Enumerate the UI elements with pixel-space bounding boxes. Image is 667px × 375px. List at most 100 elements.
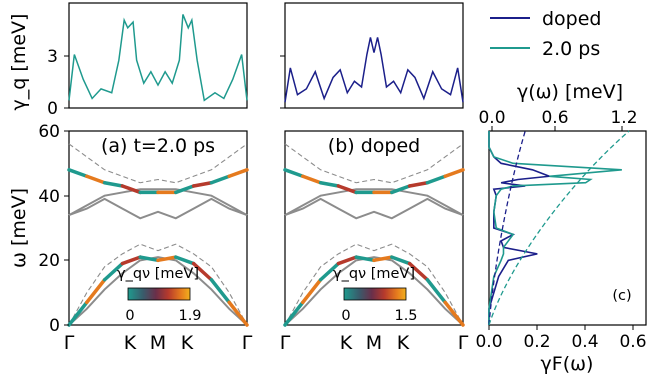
legend: doped 2.0 ps (490, 8, 602, 60)
xtick-label: K (397, 332, 410, 354)
axes-frame (284, 2, 464, 109)
top-axis-label: γ(ω) [meV] (517, 81, 623, 103)
colorbar-min: 0 (125, 308, 134, 324)
band-line (68, 188, 248, 216)
xticks-b: Γ K M K Γ (280, 332, 469, 354)
band-coupling-segment (102, 180, 125, 188)
axes-frame (68, 130, 248, 326)
xtick-label: Γ (64, 332, 75, 354)
panel-c-spectral: γ(ω) [meV] 0.0 0.6 1.2 (c) 0.0 0.2 0.4 0… (475, 81, 647, 375)
cumulative-line (488, 130, 630, 326)
phonon-bands-b (283, 143, 465, 327)
band-coupling-segment (443, 300, 465, 327)
colorbar-a: γ_qν [meV] 0 1.9 (117, 266, 202, 324)
band-coupling-segment (283, 300, 305, 327)
band-coupling-segment (191, 180, 214, 188)
band-coupling-segment (407, 180, 430, 188)
band-coupling-segment (67, 300, 89, 327)
band-coupling-segment (318, 180, 341, 188)
xtick-label: M (150, 332, 166, 354)
band-coupling-segment (227, 300, 249, 327)
band-coupling-segment (407, 261, 430, 282)
band-coupling-segment (425, 174, 447, 185)
colorbar-label: γ_qν [meV] (333, 266, 415, 282)
band-coupling-segment (67, 168, 89, 179)
band-coupling-segment (390, 255, 412, 266)
band-line (68, 143, 248, 184)
xticks-a: Γ K M K Γ (64, 332, 253, 354)
band-coupling-segment (301, 277, 323, 305)
xtick-label: Γ (280, 332, 291, 354)
band-coupling-segment (174, 255, 196, 266)
band-coupling-segment (156, 255, 178, 263)
bottom-tick-label: 0.2 (523, 332, 550, 352)
band-coupling-segment (336, 184, 358, 195)
band-coupling-segment (354, 255, 376, 263)
xtick-label: Γ (242, 332, 253, 354)
panel-gamma-q-doped (280, 2, 464, 109)
xtick-label: M (366, 332, 382, 354)
colorbar-max: 1.9 (178, 308, 201, 324)
colorbar-label: γ_qν [meV] (117, 266, 199, 282)
spectral-line-2ps (488, 131, 622, 325)
ytick-label: 40 (38, 187, 60, 207)
band-line (284, 256, 464, 326)
xtick-label: K (181, 332, 194, 354)
band-coupling-segment (85, 174, 107, 185)
band-line (68, 197, 248, 220)
colorbar-gradient (127, 287, 191, 301)
bottom-axis-label: γF(ω) (541, 353, 594, 375)
panel-b-title: (b) doped (328, 135, 420, 157)
band-coupling-segment (318, 261, 341, 282)
ytick-label: 0 (49, 316, 60, 336)
band-coupling-segment (102, 261, 125, 282)
ytick-label: 0 (47, 99, 58, 119)
phonon-bands-a (67, 143, 249, 327)
band-coupling-segment (443, 168, 465, 179)
legend-label-2ps: 2.0 ps (542, 38, 600, 60)
xtick-label: K (340, 332, 353, 354)
band-coupling-segment (425, 277, 447, 305)
axes-frame (284, 130, 464, 326)
y-axis-label-omega: ω [meV] (8, 188, 30, 268)
panel-a-dispersion: (a) t=2.0 ps ω [meV] 0 20 40 60 Γ K M K … (8, 122, 253, 354)
xtick-label: Γ (458, 332, 469, 354)
axes-frame (68, 2, 248, 109)
colorbar-min: 0 (341, 308, 350, 324)
y-axis-label: γ_q [meV] (8, 14, 30, 111)
xtick-label: K (124, 332, 137, 354)
top-tick-label: 0.6 (541, 108, 568, 128)
colorbar-max: 1.5 (394, 308, 417, 324)
gamma-q-doped-line (284, 37, 464, 103)
band-coupling-segment (138, 255, 160, 263)
top-tick-label: 0.0 (478, 108, 505, 128)
band-coupling-segment (85, 277, 107, 305)
band-coupling-segment (283, 168, 305, 179)
band-coupling-segment (390, 184, 412, 195)
colorbar-gradient (343, 287, 407, 301)
band-line (68, 256, 248, 326)
legend-label-doped: doped (542, 8, 602, 30)
band-line (284, 188, 464, 216)
band-coupling-segment (120, 255, 142, 266)
band-coupling-segment (120, 184, 142, 195)
band-line (284, 243, 464, 326)
band-line (284, 197, 464, 220)
bottom-tick-label: 0.4 (571, 332, 598, 352)
bottom-tick-label: 0.0 (475, 332, 502, 352)
band-coupling-segment (191, 261, 214, 282)
cumulative-line (488, 130, 526, 326)
band-line (284, 143, 464, 184)
spectral-lines (488, 130, 630, 326)
band-coupling-segment (174, 184, 196, 195)
panel-b-dispersion: (b) doped Γ K M K Γ γ_qν [meV] 0 1.5 (280, 130, 469, 354)
ytick-label: 20 (38, 251, 60, 271)
panel-a-title: (a) t=2.0 ps (101, 135, 215, 157)
band-coupling-segment (227, 168, 249, 179)
axes-frame (488, 130, 647, 326)
ytick-label: 3 (47, 47, 58, 67)
band-line (68, 243, 248, 326)
bottom-tick-label: 0.6 (619, 332, 646, 352)
panel-gamma-q-ps: 0 3 γ_q [meV] (8, 2, 248, 119)
